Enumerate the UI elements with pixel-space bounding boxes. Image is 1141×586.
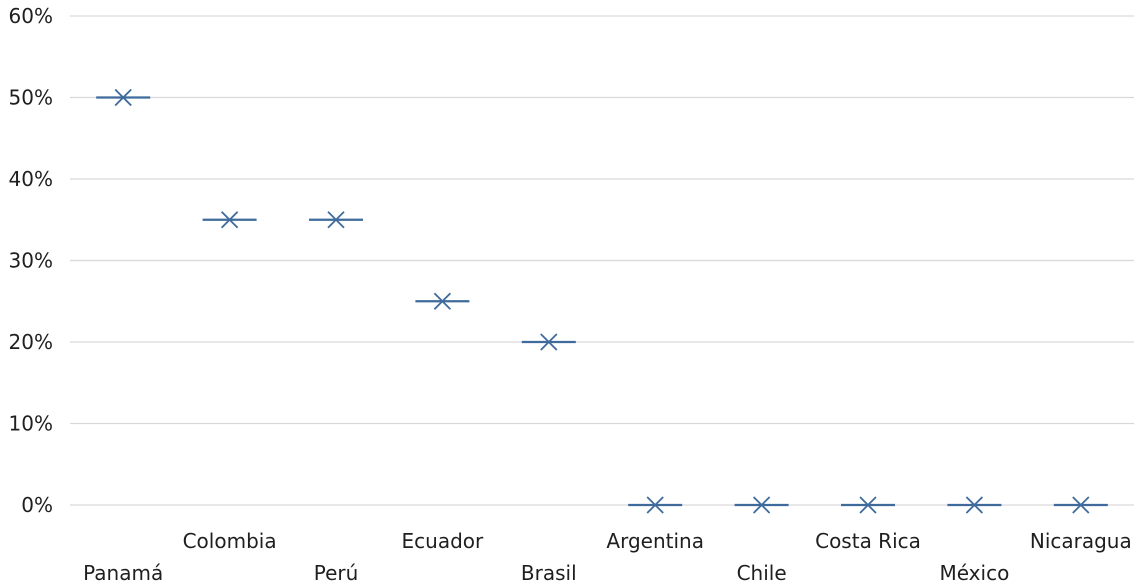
x-tick-label: México (939, 561, 1009, 585)
y-tick-label: 20% (9, 330, 53, 354)
data-point (734, 496, 789, 514)
y-tick-label: 30% (9, 249, 53, 273)
x-tick-label: Colombia (183, 529, 277, 553)
data-markers (96, 88, 1108, 514)
y-tick-label: 0% (21, 493, 53, 517)
x-axis-tick-labels: Panamá Colombia Perú Ecuador Brasil Argentina… (83, 529, 1132, 585)
data-point (309, 211, 363, 229)
x-tick-label: Chile (737, 561, 787, 585)
data-point (841, 496, 895, 514)
x-tick-label: Brasil (521, 561, 577, 585)
data-point (628, 496, 683, 514)
data-point (947, 496, 1002, 514)
x-tick-label: Panamá (83, 561, 163, 585)
data-point (1053, 496, 1108, 514)
x-tick-label: Nicaragua (1030, 529, 1132, 553)
y-tick-label: 10% (9, 412, 53, 436)
x-tick-label: Ecuador (402, 529, 484, 553)
y-tick-label: 50% (9, 86, 53, 110)
x-tick-label: Argentina (606, 529, 704, 553)
data-point (415, 292, 470, 310)
gridlines (70, 15, 1134, 506)
y-tick-label: 40% (9, 167, 53, 191)
x-tick-label: Costa Rica (815, 529, 921, 553)
data-point (521, 333, 576, 351)
data-point (202, 211, 257, 229)
x-tick-label: Perú (314, 561, 359, 585)
y-axis-tick-labels: 0% 10% 20% 30% 40% 50% 60% (9, 4, 53, 517)
data-point (96, 88, 151, 107)
y-tick-label: 60% (9, 4, 53, 28)
